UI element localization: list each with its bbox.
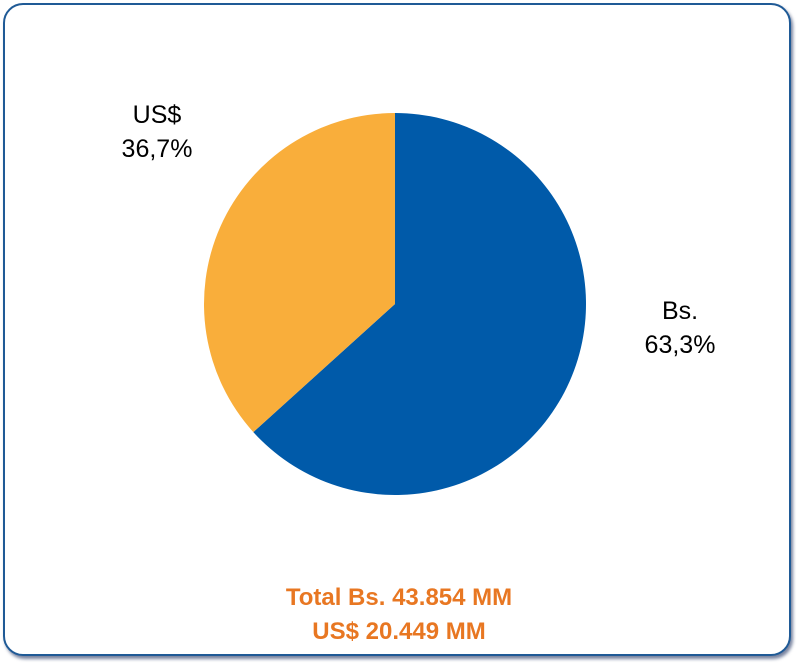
- total-line-bs: Total Bs. 43.854 MM: [285, 584, 513, 611]
- pie-slice-bs: [253, 113, 586, 495]
- pie-chart: Bs. 63,3% US$ 36,7%: [122, 101, 716, 495]
- pie-labels: Bs. 63,3% US$ 36,7%: [122, 101, 716, 359]
- total-summary: Total Bs. 43.854 MM US$ 20.449 MM: [5, 581, 793, 649]
- total-line-usd: US$ 20.449 MM: [312, 618, 486, 645]
- slice-value-usd: 36,7%: [122, 135, 193, 163]
- slice-value-bs: 63,3%: [645, 331, 716, 359]
- chart-frame: Bs. 63,3% US$ 36,7% Total Bs. 43.854 MM US$…: [3, 3, 791, 656]
- slice-label-usd: US$: [133, 101, 182, 129]
- slice-label-bs: Bs.: [662, 297, 698, 325]
- pie-slices: [203, 113, 586, 495]
- pie-slice-usd: [203, 113, 395, 433]
